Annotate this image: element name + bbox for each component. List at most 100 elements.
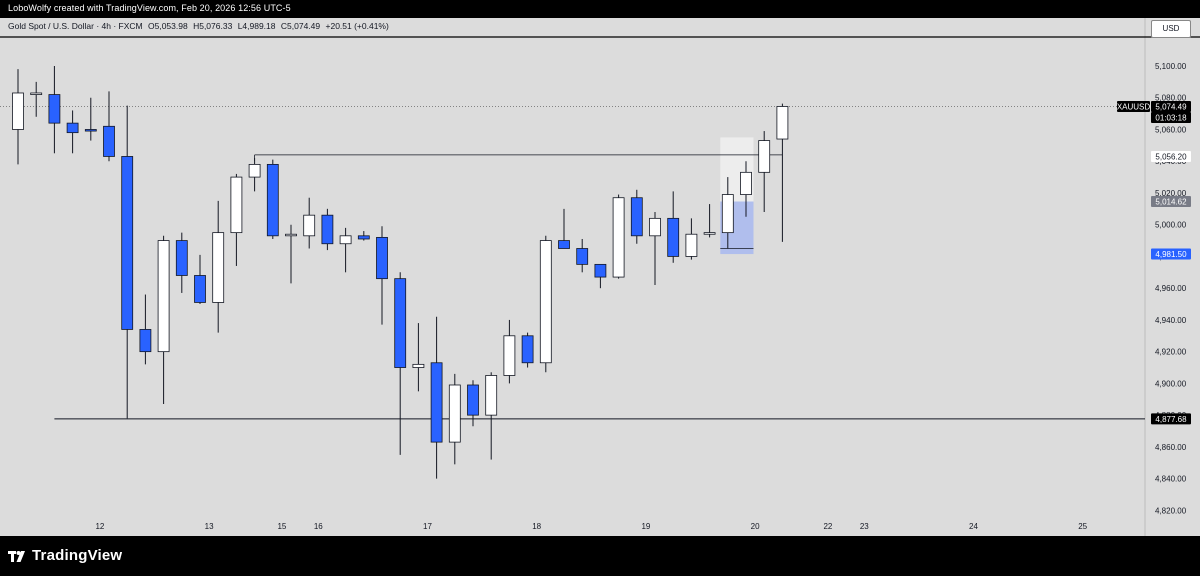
candle-body	[248, 163, 261, 178]
candle-up	[448, 373, 461, 465]
candle-body	[612, 197, 625, 278]
candle-up	[485, 372, 498, 460]
candle-down	[103, 91, 115, 162]
candle-body	[230, 176, 243, 234]
candle-body	[576, 248, 589, 265]
x-tick-label: 13	[205, 522, 214, 531]
candle-body	[412, 363, 425, 368]
legend-high: H5,076.33	[193, 21, 233, 31]
legend-symbol: Gold Spot / U.S. Dollar · 4h · FXCM	[8, 21, 143, 31]
y-tick-label: 5,060.00	[1155, 125, 1187, 134]
candle-up	[412, 323, 425, 392]
candle-body	[667, 217, 680, 257]
candle-up	[740, 161, 752, 217]
price-label-symbol	[1117, 100, 1150, 112]
price-label-text-target: 5,056.20	[1155, 153, 1187, 162]
price-label-target	[1151, 151, 1191, 163]
candle-body	[485, 375, 498, 416]
price-label-text-stop: 4,981.50	[1155, 250, 1187, 259]
candle-up	[303, 197, 316, 249]
candle-up	[157, 235, 170, 405]
y-tick-label: 5,000.00	[1155, 221, 1187, 230]
x-tick-label: 16	[314, 522, 323, 531]
candle-down	[521, 332, 534, 368]
candle-down	[667, 191, 680, 263]
candle-body	[84, 129, 97, 132]
candle-body	[721, 194, 734, 234]
price-label-stop	[1151, 248, 1191, 260]
y-tick-label: 4,900.00	[1155, 379, 1187, 388]
candle-down	[121, 105, 134, 419]
candle-body	[558, 240, 570, 249]
candle-body	[212, 232, 225, 303]
y-tick-label: 4,860.00	[1155, 443, 1187, 452]
candle-body	[594, 263, 607, 278]
candle-down	[266, 159, 279, 239]
legend-open: O5,053.98	[148, 21, 188, 31]
y-tick-label: 4,840.00	[1155, 475, 1187, 484]
candle-up	[776, 103, 789, 242]
candle-up	[721, 177, 734, 249]
legend-low: L4,989.18	[237, 21, 276, 31]
candle-up	[30, 81, 43, 117]
candle-body	[321, 214, 334, 245]
y-tick-label: 5,020.00	[1155, 189, 1187, 198]
candle-down	[630, 189, 643, 244]
price-label-countdown	[1151, 111, 1191, 123]
candle-body	[48, 94, 61, 124]
price-label-last	[1151, 100, 1191, 112]
candle-body	[376, 236, 388, 280]
candle-down	[594, 263, 607, 289]
candle-up	[503, 319, 516, 384]
y-tick-label: 4,920.00	[1155, 348, 1187, 357]
candle-up	[248, 158, 261, 192]
candle-body	[503, 335, 516, 376]
candle-down	[66, 110, 79, 154]
candle-down	[84, 97, 97, 141]
candle-body	[30, 92, 43, 95]
bottom-bar	[0, 536, 1200, 576]
top-bar: LoboWolfy created with TradingView.com, …	[0, 0, 1200, 18]
legend-change: +20.51 (+0.41%)	[325, 21, 389, 31]
price-chart[interactable]: 4,820.004,840.004,860.004,880.004,900.00…	[0, 18, 1200, 536]
price-label-text-entry: 5,014.62	[1155, 197, 1187, 206]
candle-body	[194, 275, 206, 303]
x-tick-label: 22	[823, 522, 832, 531]
candle-up	[758, 131, 771, 213]
candle-up	[539, 235, 552, 373]
x-tick-label: 25	[1078, 522, 1087, 531]
y-tick-label: 5,080.00	[1155, 94, 1187, 103]
tradingview-logo-icon	[8, 550, 25, 562]
candle-body	[285, 233, 297, 237]
x-tick-label: 24	[969, 522, 978, 531]
candle-down	[194, 254, 206, 305]
candle-body	[121, 156, 134, 330]
x-tick-label: 20	[751, 522, 760, 531]
candle-down	[48, 66, 61, 154]
candle-body	[175, 240, 188, 276]
candle-down	[467, 380, 479, 427]
candle-body	[758, 140, 771, 173]
x-axis[interactable]: 12 13 15 16 17 18 19 20 22 23 24 25	[95, 522, 1087, 531]
currency-button[interactable]: USD	[1151, 20, 1191, 38]
candle-down	[376, 226, 388, 325]
candle-up	[12, 69, 24, 165]
x-tick-label: 15	[277, 522, 286, 531]
candle-up	[212, 200, 225, 333]
candles[interactable]	[12, 66, 789, 479]
candle-up	[685, 218, 698, 260]
x-tick-label: 17	[423, 522, 432, 531]
drawing-lines[interactable]	[0, 106, 1145, 420]
symbol-legend: Gold Spot / U.S. Dollar · 4h · FXCM O5,0…	[8, 21, 392, 31]
credit-text: LoboWolfy created with TradingView.com, …	[8, 3, 291, 13]
candle-body	[649, 217, 661, 237]
y-tick-label: 4,940.00	[1155, 316, 1187, 325]
candle-body	[740, 171, 752, 195]
y-axis[interactable]: 4,820.004,840.004,860.004,880.004,900.00…	[1155, 62, 1187, 515]
candle-down	[175, 232, 188, 293]
candle-body	[66, 122, 79, 134]
candle-down	[576, 238, 589, 273]
candle-body	[139, 329, 152, 353]
candle-body	[266, 163, 279, 237]
price-label-text-countdown: 01:03:18	[1155, 113, 1187, 122]
